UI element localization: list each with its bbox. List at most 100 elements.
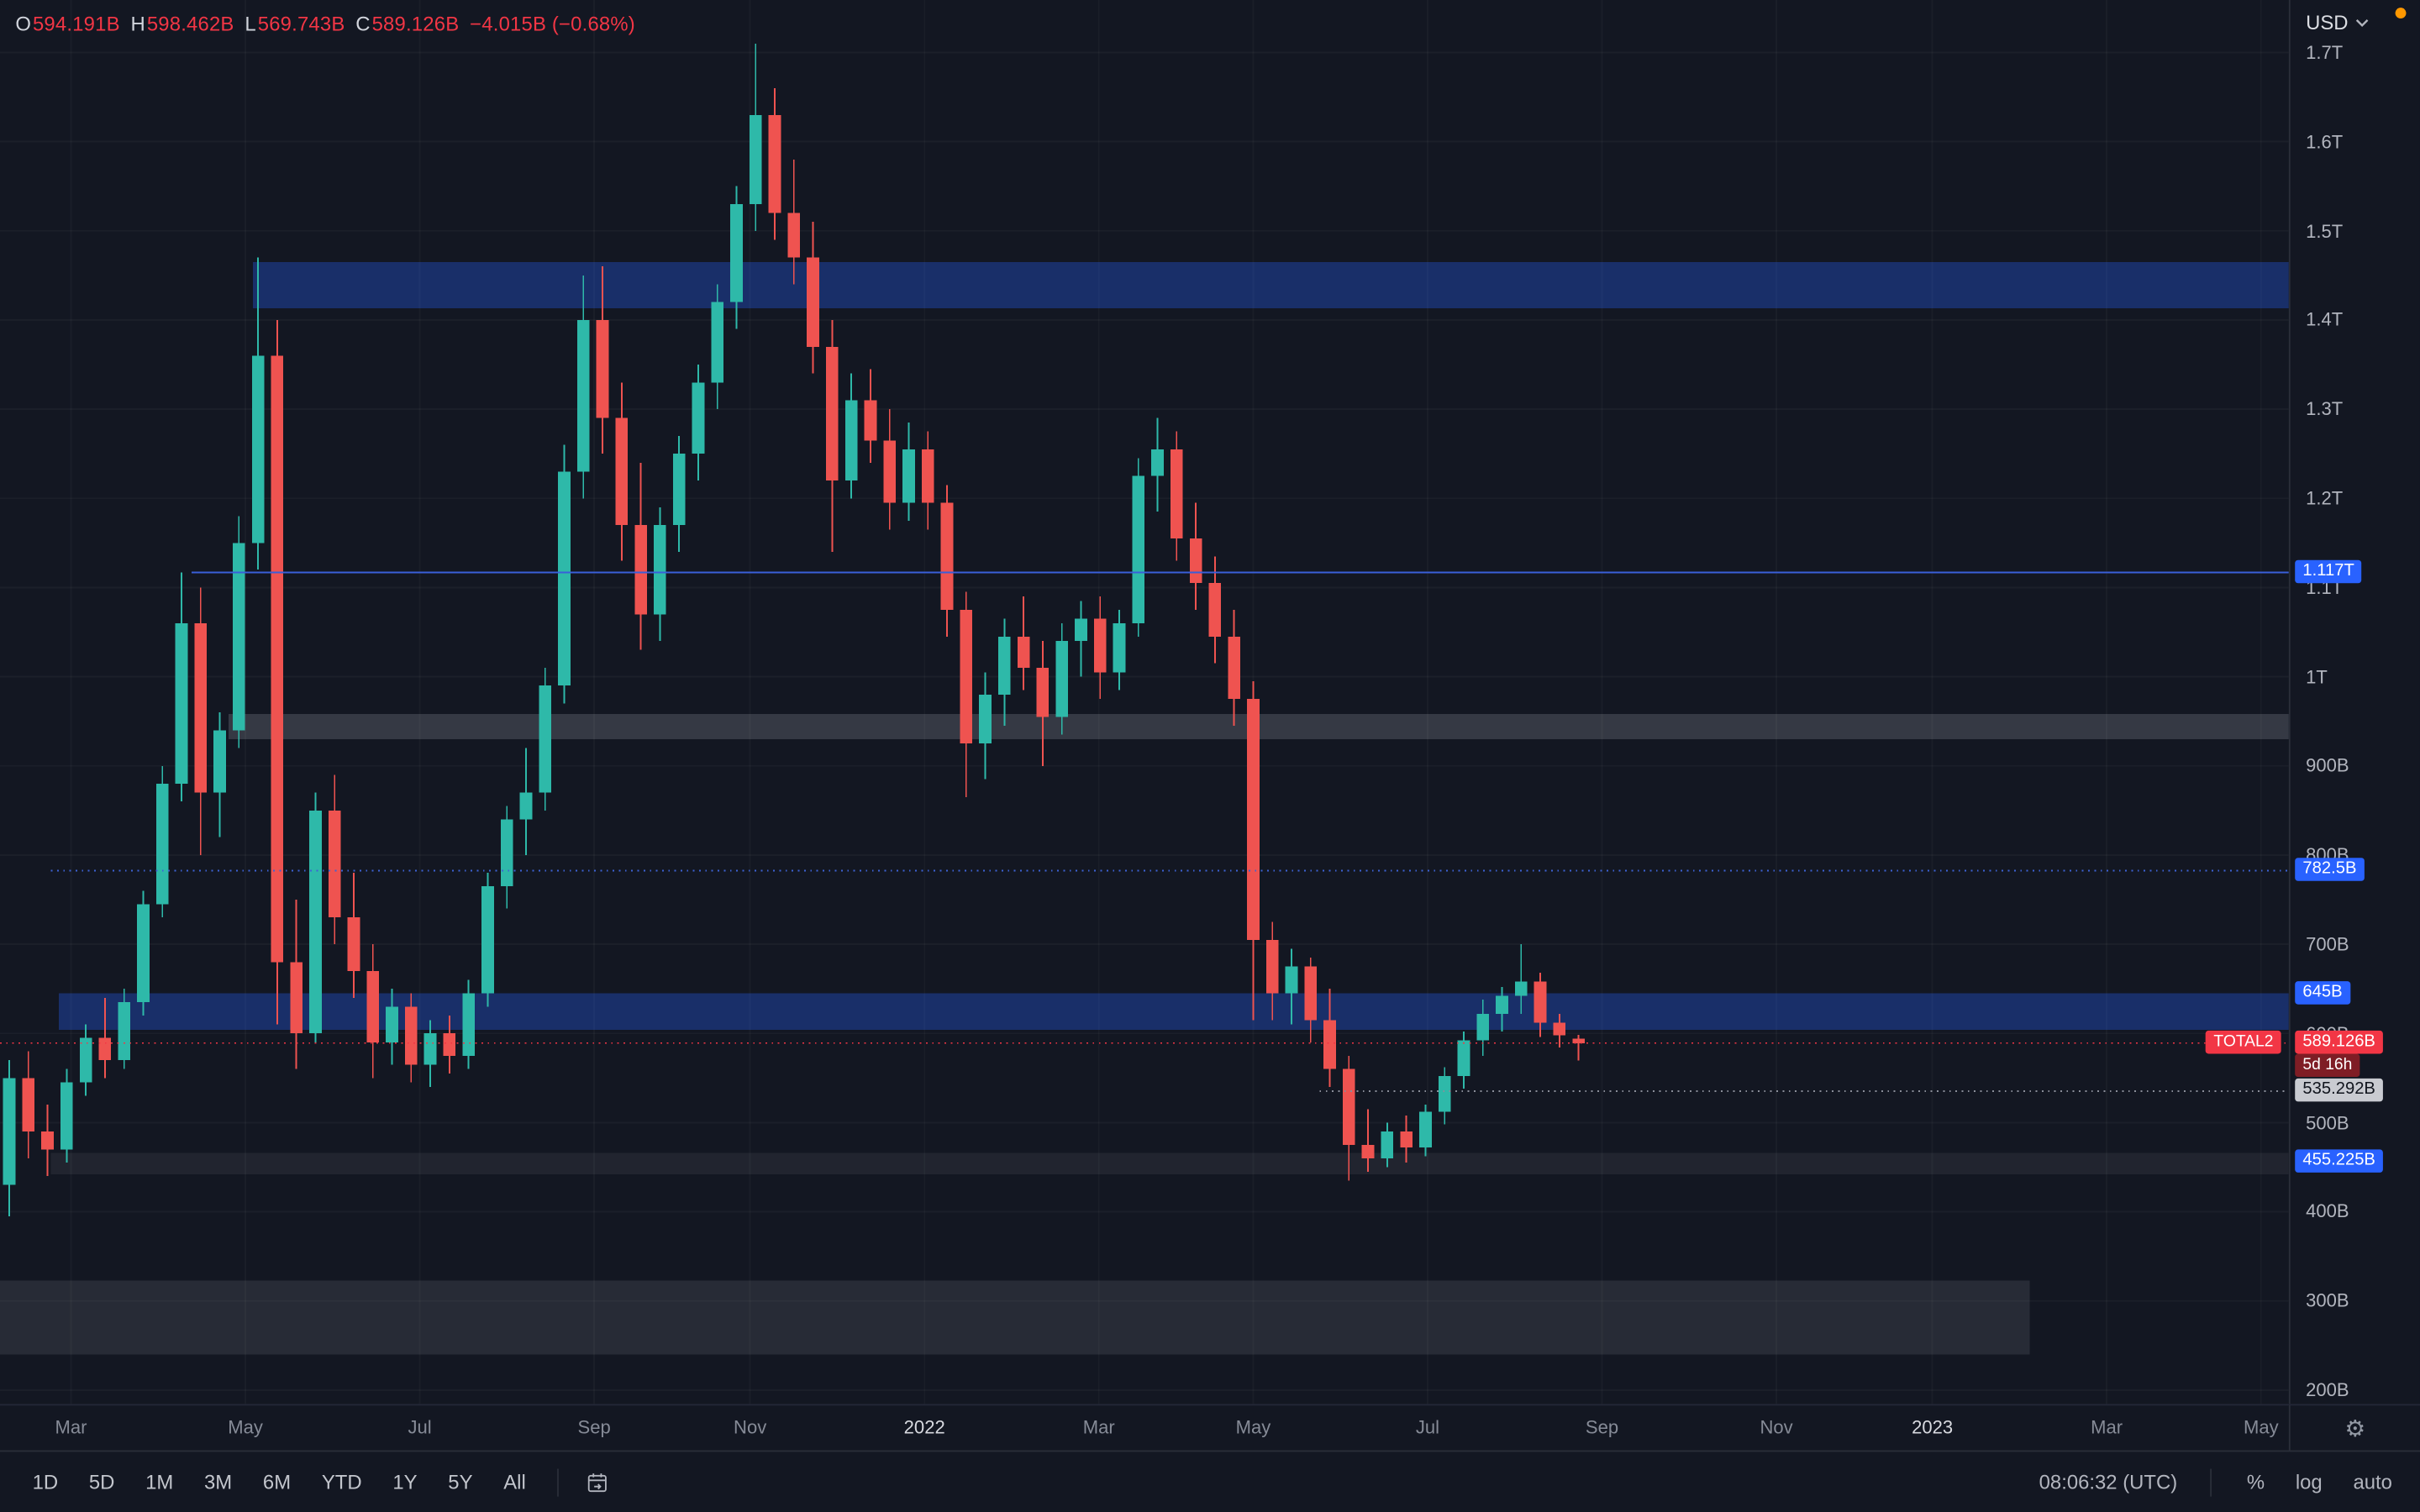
candle-body — [175, 622, 188, 784]
price-tick-label: 1.6T — [2306, 130, 2344, 153]
price-tick-label: 1.4T — [2306, 309, 2344, 331]
candle — [328, 774, 341, 945]
candle-body — [768, 114, 781, 213]
settings-gear-icon[interactable]: ⚙ — [2344, 1415, 2366, 1442]
candle — [175, 572, 188, 802]
candle — [807, 222, 819, 374]
range-button-3m[interactable]: 3M — [204, 1470, 233, 1494]
zone-455b[interactable] — [50, 1152, 2289, 1174]
time-tick-label: 2022 — [903, 1416, 945, 1438]
toolbar-right-group: 08:06:32 (UTC) % log auto — [2033, 1464, 2402, 1499]
range-button-6m[interactable]: 6M — [262, 1470, 292, 1494]
log-scale-button[interactable]: log — [2295, 1470, 2323, 1494]
time-tick-label: Nov — [1760, 1416, 1793, 1438]
candle — [634, 462, 647, 650]
supply-zone-1-44t[interactable] — [253, 261, 2289, 309]
candle-body — [883, 440, 897, 503]
candle-body — [1228, 636, 1240, 700]
range-button-ytd[interactable]: YTD — [321, 1470, 362, 1494]
go-to-date-button[interactable] — [576, 1465, 618, 1499]
price-tick-label: 500B — [2306, 1111, 2349, 1134]
candle — [60, 1068, 73, 1163]
candle — [1457, 1032, 1470, 1089]
candle — [137, 890, 150, 1016]
candle — [290, 899, 302, 1069]
chart-canvas[interactable] — [0, 0, 2289, 1404]
candle — [692, 365, 705, 481]
candle — [654, 507, 666, 642]
candle — [3, 1060, 16, 1216]
price-tick-label: 1.7T — [2306, 41, 2344, 64]
candle-body — [634, 525, 647, 615]
candle — [1361, 1109, 1375, 1172]
timezone-clock[interactable]: 08:06:32 (UTC) — [2039, 1470, 2178, 1494]
candle-body — [194, 622, 208, 793]
candle-body — [347, 917, 360, 971]
price-axis[interactable]: 1.7T 1.6T 1.5T 1.4T 1.3T 1.2T 1.1T 1T 900B 800B 70… — [2288, 0, 2420, 1404]
candle-body — [118, 1002, 131, 1061]
candle — [844, 373, 858, 499]
time-tick-label: 2023 — [1912, 1416, 1954, 1438]
go-to-date-icon — [587, 1473, 607, 1492]
candle-body — [98, 1037, 112, 1061]
time-tick-label: May — [228, 1416, 263, 1438]
time-tick-label: Jul — [408, 1416, 432, 1438]
price-label-gray: 535.292B — [2295, 1079, 2384, 1102]
time-tick-label: May — [2243, 1416, 2279, 1438]
bottom-toolbar: 1D 5D 1M 3M 6M YTD 1Y 5Y All 08:06:32 (U… — [0, 1450, 2420, 1512]
candle-body — [1304, 966, 1318, 1021]
candle — [558, 444, 571, 704]
candle-body — [386, 1006, 398, 1042]
candle — [309, 792, 322, 1042]
range-button-all[interactable]: All — [503, 1470, 526, 1494]
price-tick-label: 700B — [2306, 933, 2349, 955]
candle — [711, 284, 724, 410]
candle — [826, 319, 839, 552]
time-axis[interactable]: Mar May Jul Sep Nov 2022 Mar May Jul Sep Nov 2023 Ma… — [0, 1404, 2289, 1451]
candle-body — [1265, 939, 1279, 994]
auto-scale-button[interactable]: auto — [2353, 1470, 2392, 1494]
legend-change: −4.015B (−0.68%) — [470, 12, 635, 36]
candle — [960, 591, 973, 797]
candle-body — [997, 636, 1011, 695]
candle-body — [1342, 1068, 1355, 1145]
candle-body — [155, 783, 169, 905]
range-button-5d[interactable]: 5D — [88, 1470, 115, 1494]
candle-body — [844, 400, 858, 481]
time-tick-label: Mar — [55, 1416, 87, 1438]
legend-high: H 598.462B — [130, 12, 234, 36]
price-label-blue: 645B — [2295, 980, 2350, 1005]
chart-pane[interactable]: O 594.191B H 598.462B L 569.743B C 589.126B … — [0, 0, 2289, 1404]
candle — [1323, 989, 1336, 1087]
candle — [79, 1024, 92, 1096]
range-switcher: 1D 5D 1M 3M 6M YTD 1Y 5Y All — [18, 1464, 618, 1499]
candle — [921, 431, 934, 530]
candle — [118, 989, 131, 1069]
percent-scale-button[interactable]: % — [2246, 1470, 2265, 1494]
range-button-1y[interactable]: 1Y — [392, 1470, 418, 1494]
candle — [271, 319, 284, 1025]
range-button-1d[interactable]: 1D — [32, 1470, 59, 1494]
candle — [1514, 944, 1528, 1014]
candle-body — [1400, 1131, 1413, 1148]
candle-body — [1017, 636, 1030, 668]
candle — [672, 435, 686, 552]
currency-dropdown[interactable]: USD — [2306, 11, 2370, 34]
candle-body — [60, 1082, 73, 1150]
candle — [1151, 417, 1164, 512]
range-button-5y[interactable]: 5Y — [448, 1470, 473, 1494]
candle-body — [1438, 1076, 1451, 1112]
box-300b[interactable] — [0, 1280, 2030, 1355]
candle — [386, 989, 398, 1065]
candle-body — [692, 382, 705, 454]
candle-body — [213, 730, 226, 793]
price-label-blue: 782.5B — [2295, 858, 2365, 882]
candle-body — [41, 1131, 54, 1150]
candle-body — [596, 319, 609, 418]
range-button-1m[interactable]: 1M — [145, 1470, 174, 1494]
candle-body — [558, 471, 571, 686]
candle-body — [1476, 1013, 1490, 1041]
candle — [500, 806, 513, 909]
notification-dot — [2395, 8, 2407, 19]
candle-body — [22, 1078, 35, 1132]
